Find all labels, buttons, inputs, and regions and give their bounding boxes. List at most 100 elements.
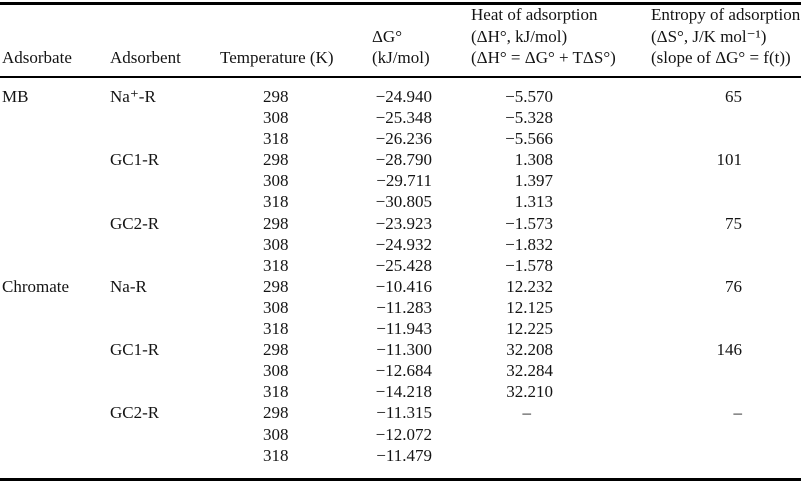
delta-h-cell: −1.578 <box>505 255 553 275</box>
delta-s-cell <box>622 234 742 255</box>
delta-h-cell: 12.225 <box>506 319 553 339</box>
adsorbent-cell: GC1-R <box>110 150 160 170</box>
delta-h-cell: 32.284 <box>506 361 553 381</box>
table-row: 308 −11.283 12.125 <box>0 297 801 318</box>
delta-h-cell: 32.208 <box>506 340 553 360</box>
table-row: Chromate Na-R 298 −10.416 12.232 76 <box>0 276 801 297</box>
delta-s-cell <box>622 107 742 128</box>
col-header-adsorbent: Adsorbent <box>110 47 181 69</box>
delta-h-cell: 1.313 <box>514 192 553 212</box>
delta-s-cell <box>622 170 742 191</box>
col-header-label: Adsorbate <box>2 48 72 67</box>
col-header-label: Adsorbent <box>110 48 181 67</box>
adsorbate-cell <box>2 339 108 360</box>
adsorbent-cell <box>110 318 216 339</box>
delta-h-cell: −5.570 <box>505 87 553 106</box>
col-header-label-line: (kJ/mol) <box>372 48 430 67</box>
temperature-cell: 298 <box>263 150 289 170</box>
col-header-temperature: Temperature (K) <box>220 47 334 69</box>
table-row: GC2-R 298 −23.923 −1.573 75 <box>0 213 801 234</box>
delta-g-cell: −12.072 <box>375 424 432 444</box>
adsorbent-cell <box>110 107 216 128</box>
delta-g-cell: −23.923 <box>375 213 432 233</box>
delta-h-cell: 12.232 <box>506 276 553 296</box>
table-row: 318 −14.218 32.210 <box>0 381 801 402</box>
delta-s-cell: 75 <box>725 213 742 233</box>
delta-g-cell: −24.940 <box>375 87 432 106</box>
table-row: MB Na⁺-R 298 −24.940 −5.570 65 <box>0 86 801 107</box>
table-row: 318 −11.479 <box>0 445 801 466</box>
temperature-cell: 308 <box>263 108 289 128</box>
temperature-cell: 298 <box>263 87 289 106</box>
delta-s-cell <box>622 360 742 381</box>
col-header-adsorbate: Adsorbate <box>2 47 72 69</box>
adsorbent-cell <box>110 297 216 318</box>
delta-h-cell: 32.210 <box>506 382 553 402</box>
adsorbate-cell <box>2 318 108 339</box>
delta-h-cell: 1.397 <box>514 171 553 191</box>
col-header-delta-s: Entropy of adsorption (ΔS°, J/K mol⁻¹) (… <box>651 4 800 69</box>
temperature-cell: 308 <box>263 424 289 444</box>
adsorbent-cell: GC1-R <box>110 340 160 360</box>
table-body: MB Na⁺-R 298 −24.940 −5.570 65 308 −25.3… <box>0 86 801 466</box>
adsorbate-cell <box>2 445 108 466</box>
temperature-cell: 318 <box>263 445 289 465</box>
delta-g-cell: −10.416 <box>375 276 432 296</box>
adsorbate-cell: Chromate <box>2 276 70 296</box>
table-row: GC1-R 298 −28.790 1.308 101 <box>0 149 801 170</box>
delta-h-cell: −1.573 <box>505 213 553 233</box>
adsorbent-cell <box>110 424 216 445</box>
delta-s-cell <box>622 297 742 318</box>
delta-g-cell: −11.315 <box>376 403 432 423</box>
table-top-rule <box>0 2 801 5</box>
delta-s-cell <box>622 255 742 276</box>
temperature-cell: 318 <box>263 129 289 149</box>
adsorbent-cell <box>110 360 216 381</box>
delta-s-cell <box>622 381 742 402</box>
col-header-delta-h: Heat of adsorption (ΔH°, kJ/mol) (ΔH° = … <box>471 4 616 69</box>
delta-g-cell: −25.428 <box>375 255 432 275</box>
delta-h-cell: 12.125 <box>506 297 553 317</box>
adsorbent-cell: Na-R <box>110 276 147 296</box>
adsorbent-cell: Na⁺-R <box>110 87 156 106</box>
adsorbent-cell: GC2-R <box>110 213 160 233</box>
delta-s-cell: 76 <box>725 276 742 296</box>
adsorbate-cell <box>2 381 108 402</box>
table-row: 318 −26.236 −5.566 <box>0 128 801 149</box>
adsorbent-cell: GC2-R <box>110 403 160 423</box>
adsorbate-cell <box>2 255 108 276</box>
delta-g-cell: −25.348 <box>375 108 432 128</box>
temperature-cell: 318 <box>263 382 289 402</box>
temperature-cell: 318 <box>263 255 289 275</box>
adsorbate-cell <box>2 402 108 423</box>
delta-s-cell <box>622 424 742 445</box>
delta-h-cell <box>453 445 553 466</box>
adsorbate-cell <box>2 170 108 191</box>
adsorbent-cell <box>110 255 216 276</box>
adsorbent-cell <box>110 170 216 191</box>
adsorbent-cell <box>110 128 216 149</box>
temperature-cell: 318 <box>263 319 289 339</box>
table-row: 318 −25.428 −1.578 <box>0 255 801 276</box>
adsorbate-cell <box>2 128 108 149</box>
adsorbent-cell <box>110 445 216 466</box>
col-header-label-line: (ΔH° = ΔG° + TΔS°) <box>471 48 616 67</box>
temperature-cell: 318 <box>263 192 289 212</box>
delta-g-cell: −30.805 <box>375 192 432 212</box>
delta-h-cell: 1.308 <box>514 150 553 170</box>
delta-g-cell: −12.684 <box>375 361 432 381</box>
col-header-label-line: Entropy of adsorption <box>651 5 801 24</box>
header-divider-rule <box>0 76 801 78</box>
col-header-label-line: (slope of ΔG° = f(t)) <box>651 48 791 67</box>
delta-g-cell: −11.300 <box>376 340 432 360</box>
table-row: GC1-R 298 −11.300 32.208 146 <box>0 339 801 360</box>
col-header-delta-g: ΔG° (kJ/mol) <box>372 26 430 69</box>
adsorbent-cell <box>110 191 216 212</box>
delta-g-cell: −28.790 <box>375 150 432 170</box>
delta-h-cell: −5.328 <box>505 108 553 128</box>
table-bottom-rule <box>0 478 801 481</box>
table-row: 308 −29.711 1.397 <box>0 170 801 191</box>
temperature-cell: 308 <box>263 297 289 317</box>
delta-h-cell <box>453 424 553 445</box>
delta-h-cell: −5.566 <box>505 129 553 149</box>
